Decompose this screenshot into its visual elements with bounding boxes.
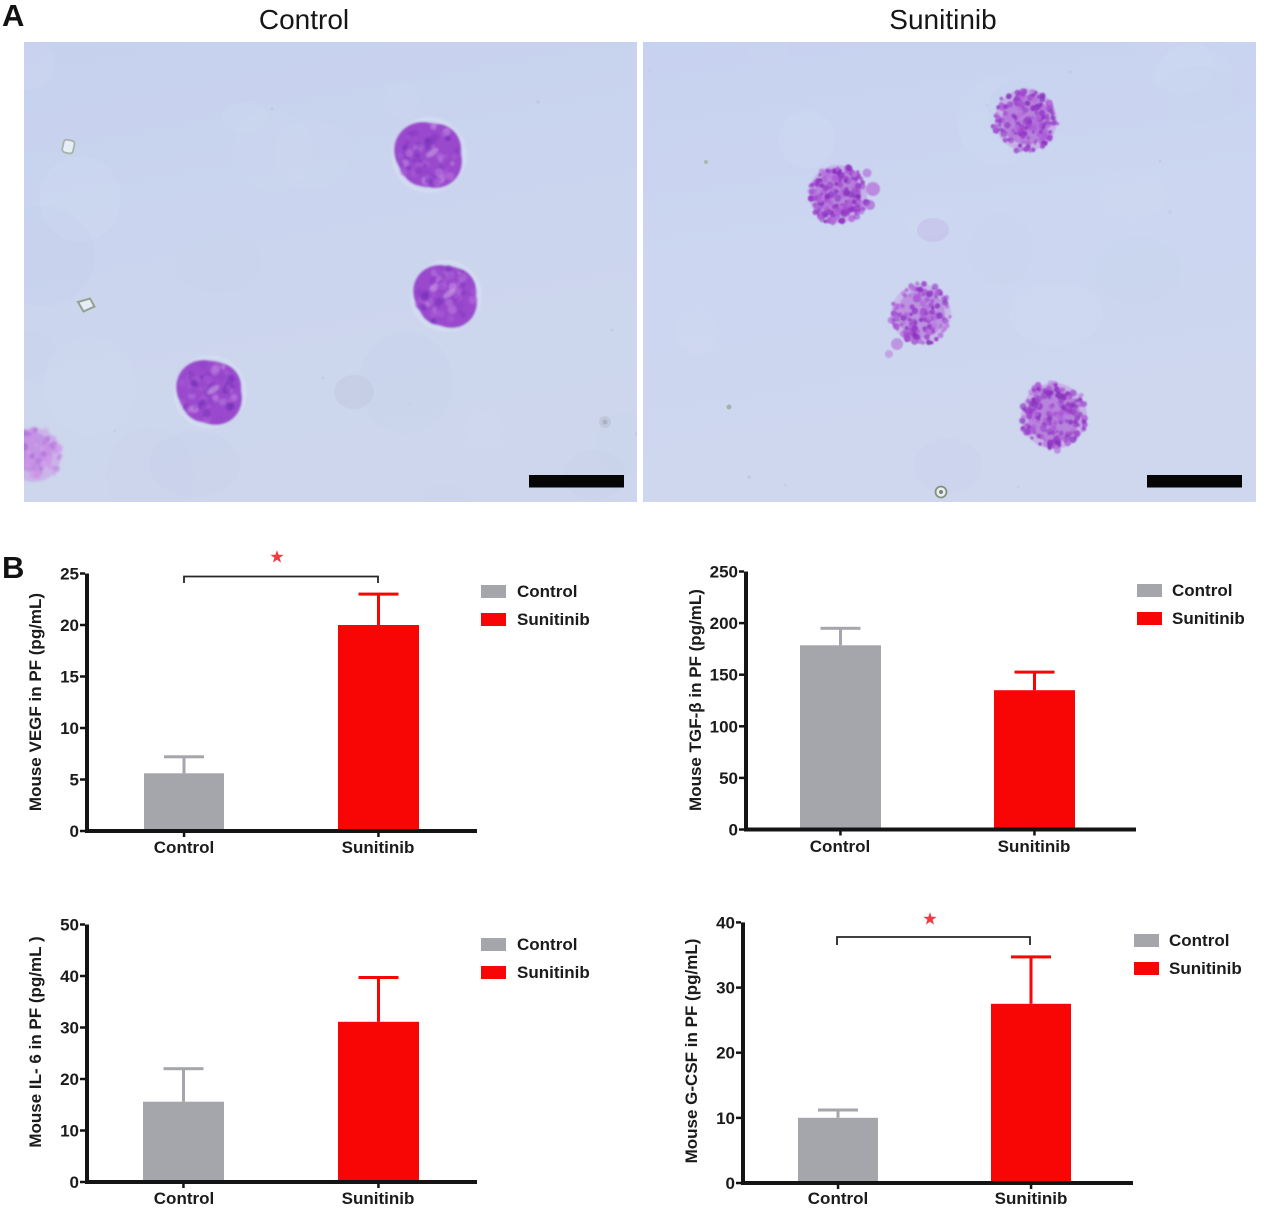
svg-text:Mouse TGF-β in PF (pg/mL): Mouse TGF-β in PF (pg/mL) [686,589,705,811]
svg-text:30: 30 [716,979,735,998]
svg-text:10: 10 [60,1122,79,1141]
svg-text:40: 40 [60,967,79,986]
svg-text:Sunitinib: Sunitinib [889,4,996,35]
svg-text:B: B [2,550,24,585]
svg-text:Sunitinib: Sunitinib [1172,609,1245,628]
svg-text:Sunitinib: Sunitinib [342,1189,415,1208]
svg-text:20: 20 [716,1044,735,1063]
svg-text:10: 10 [60,719,79,738]
svg-text:0: 0 [729,821,738,840]
svg-text:15: 15 [60,668,79,687]
svg-text:Mouse VEGF in PF (pg/mL): Mouse VEGF in PF (pg/mL) [26,593,45,811]
svg-text:Control: Control [810,837,870,856]
svg-text:Control: Control [1172,581,1232,600]
svg-text:Sunitinib: Sunitinib [995,1189,1068,1208]
svg-text:50: 50 [60,916,79,935]
svg-text:0: 0 [726,1174,735,1193]
svg-text:200: 200 [710,614,738,633]
svg-text:Control: Control [808,1189,868,1208]
svg-text:10: 10 [716,1109,735,1128]
svg-text:30: 30 [60,1019,79,1038]
svg-text:5: 5 [70,771,79,790]
svg-text:50: 50 [719,769,738,788]
svg-text:0: 0 [70,822,79,841]
svg-text:Sunitinib: Sunitinib [998,837,1071,856]
svg-text:150: 150 [710,666,738,685]
svg-text:Sunitinib: Sunitinib [517,610,590,629]
svg-text:Control: Control [517,582,577,601]
svg-text:40: 40 [716,913,735,932]
svg-text:Control: Control [1169,931,1229,950]
svg-text:100: 100 [710,717,738,736]
svg-text:Control: Control [154,838,214,857]
svg-text:Mouse IL- 6 in PF (pg/mL ): Mouse IL- 6 in PF (pg/mL ) [26,936,45,1147]
svg-text:Control: Control [259,4,349,35]
svg-text:A: A [2,0,24,33]
svg-text:25: 25 [60,565,79,584]
svg-text:Sunitinib: Sunitinib [1169,959,1242,978]
svg-text:20: 20 [60,1070,79,1089]
svg-text:Sunitinib: Sunitinib [517,963,590,982]
svg-text:250: 250 [710,563,738,582]
svg-text:Mouse G-CSF in PF (pg/mL): Mouse G-CSF in PF (pg/mL) [682,939,701,1164]
svg-text:20: 20 [60,616,79,635]
svg-text:0: 0 [70,1173,79,1192]
svg-text:Sunitinib: Sunitinib [342,838,415,857]
svg-text:Control: Control [154,1189,214,1208]
svg-text:Control: Control [517,935,577,954]
